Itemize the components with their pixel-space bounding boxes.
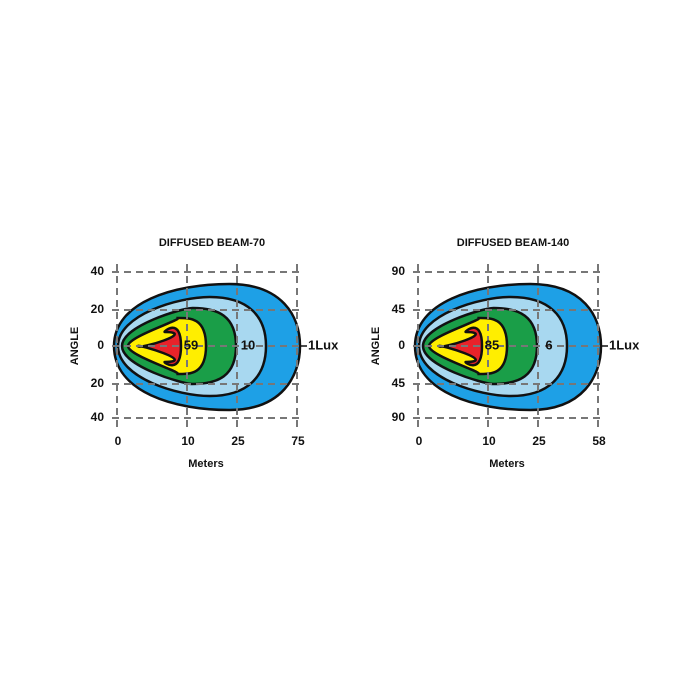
y-axis-label: ANGLE (69, 327, 81, 366)
y-tick-label: 40 (91, 410, 105, 424)
zone-label: 85 (485, 337, 499, 352)
beam-zone (136, 326, 183, 367)
y-tick-label: 45 (392, 302, 406, 316)
beam-zone (437, 326, 484, 367)
x-tick-label: 0 (416, 434, 423, 448)
x-tick-label: 0 (115, 434, 122, 448)
y-tick-label: 40 (91, 264, 105, 278)
y-tick-label: 0 (97, 338, 104, 352)
zone-label: 10 (241, 337, 255, 352)
x-tick-label: 10 (482, 434, 496, 448)
beam-diagram: DIFFUSED BEAM-70 ANGLE 40 20 0 20 40 0 10 25 75 Met… (69, 237, 339, 470)
x-tick-label: 10 (181, 434, 195, 448)
y-tick-label: 0 (398, 338, 405, 352)
diagram-title: DIFFUSED BEAM-140 (457, 237, 569, 249)
y-axis-label: ANGLE (370, 327, 382, 366)
x-axis-label: Meters (489, 458, 524, 470)
zone-label: 6 (545, 337, 552, 352)
zone-label: 59 (184, 337, 198, 352)
y-tick-label: 20 (91, 376, 105, 390)
y-tick-label: 20 (91, 302, 105, 316)
x-tick-label: 25 (231, 434, 245, 448)
x-tick-label: 58 (592, 434, 606, 448)
beam-diagram: DIFFUSED BEAM-140 ANGLE 90 45 0 45 90 0 10 25 58 Me… (370, 237, 640, 470)
zone-label: 1Lux (609, 337, 640, 352)
y-tick-label: 90 (392, 264, 406, 278)
y-tick-label: 45 (392, 376, 406, 390)
diagram-title: DIFFUSED BEAM-70 (159, 237, 265, 249)
x-tick-label: 75 (291, 434, 305, 448)
x-tick-label: 25 (532, 434, 546, 448)
x-axis-label: Meters (188, 458, 223, 470)
zone-label: 1Lux (308, 337, 339, 352)
y-tick-label: 90 (392, 410, 406, 424)
